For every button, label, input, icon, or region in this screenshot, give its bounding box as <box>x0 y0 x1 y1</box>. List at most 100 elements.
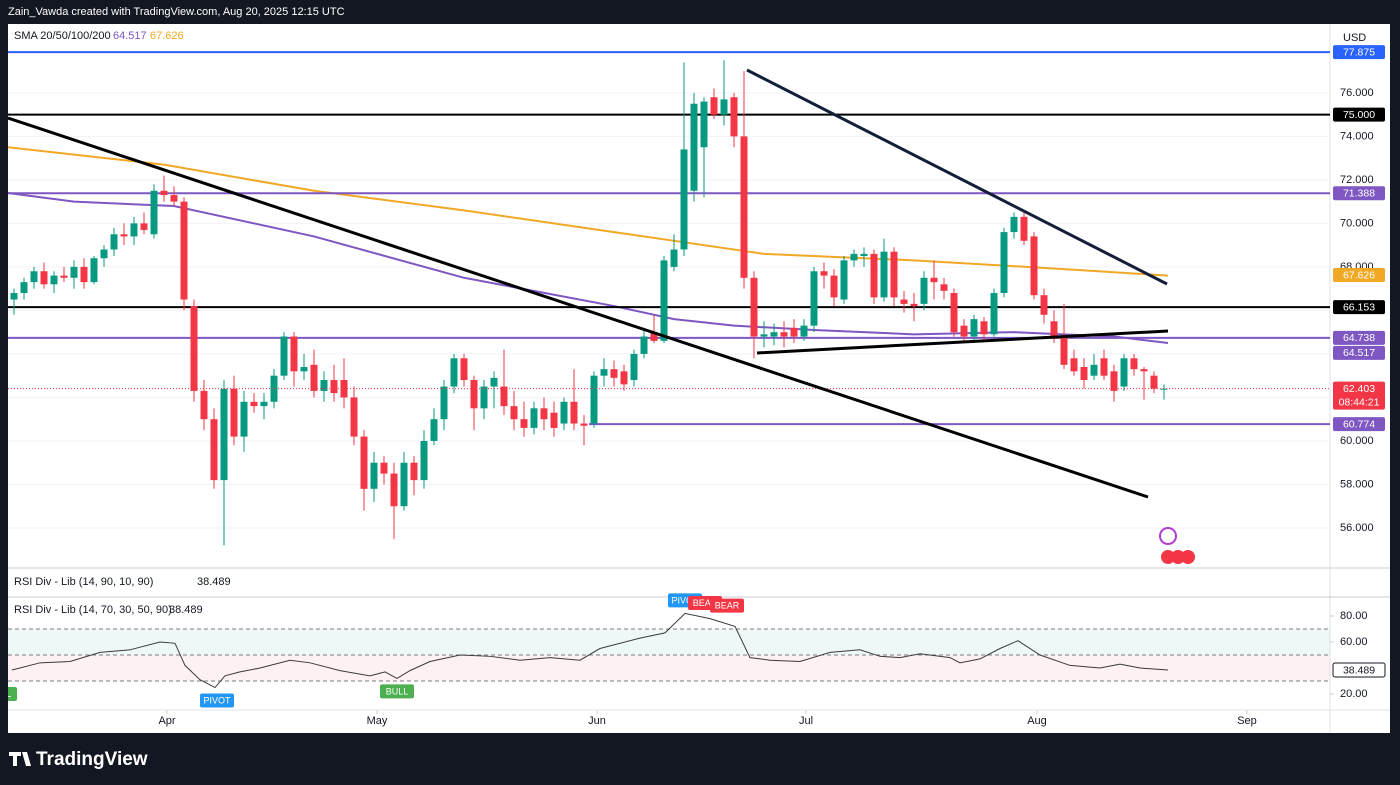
price-badge-text: 67.626 <box>1343 269 1375 281</box>
candle-body <box>490 377 498 387</box>
candle-body <box>150 190 158 235</box>
trendline <box>756 329 1169 355</box>
sma-line <box>8 146 1169 277</box>
trendline <box>746 68 1168 286</box>
candle-body <box>970 319 978 337</box>
candle-body <box>400 462 408 507</box>
candle-body <box>1110 371 1118 391</box>
candle-body <box>320 380 328 391</box>
legend-value: 64.517 <box>113 30 147 42</box>
trendline <box>8 116 1149 499</box>
candle-body <box>870 253 878 298</box>
candle-body <box>310 364 318 391</box>
candle-body <box>700 101 708 148</box>
brand: TradingView <box>36 749 148 770</box>
price-badge-text: 62.403 <box>1343 383 1375 395</box>
candle-body <box>650 332 658 341</box>
candle-body <box>500 386 508 407</box>
rsi-line <box>11 612 1169 689</box>
candle-body <box>60 275 68 278</box>
candle-body <box>550 412 558 428</box>
signal-text: BULL <box>386 686 409 696</box>
candle-body <box>640 336 648 354</box>
zone <box>8 655 1330 682</box>
x-tick-label: Sep <box>1237 715 1257 727</box>
candle-body <box>1100 358 1108 376</box>
y-tick-label: 58.000 <box>1340 478 1374 490</box>
price-badge <box>1333 381 1385 410</box>
candle-body <box>130 223 138 237</box>
legend-label: SMA 20/50/100/200 <box>14 30 111 42</box>
candle-body <box>280 336 288 376</box>
candle-body <box>760 334 768 337</box>
y-tick-label: 60.00 <box>1340 636 1368 648</box>
price-badge-text: 66.153 <box>1343 301 1375 313</box>
candle-body <box>510 406 518 420</box>
candle-body <box>90 258 98 283</box>
candle-body <box>330 380 338 394</box>
indicator-title: RSI Div - Lib (14, 70, 30, 50, 90) <box>14 604 172 616</box>
candle-body <box>430 419 438 441</box>
candle-body <box>540 408 548 420</box>
signal-label <box>8 687 17 702</box>
candle-body <box>530 408 538 428</box>
candle-body <box>790 327 798 337</box>
candle-body <box>110 234 118 250</box>
candle-body <box>440 386 448 420</box>
candle-body <box>1150 375 1158 389</box>
candle-body <box>770 332 778 337</box>
event-flag[interactable] <box>1161 550 1175 564</box>
price-badge <box>1333 345 1385 360</box>
price-badge <box>1333 300 1385 315</box>
candle-body <box>660 260 668 341</box>
candle-body <box>300 366 308 372</box>
candle-body <box>730 97 738 137</box>
candle-body <box>690 103 698 191</box>
price-badge <box>1333 45 1385 60</box>
event-icon[interactable] <box>1159 527 1177 545</box>
candle-body <box>1140 369 1148 372</box>
candle-body <box>240 401 248 437</box>
candle-body <box>740 136 748 278</box>
indicator-title: RSI Div - Lib (14, 90, 10, 90) <box>14 576 153 588</box>
price-badge-text: 71.388 <box>1343 187 1375 199</box>
candle-body <box>1080 366 1088 381</box>
candle-body <box>230 388 238 437</box>
price-badge <box>1333 330 1385 345</box>
candle-body <box>860 253 868 257</box>
event-flag[interactable] <box>1181 550 1195 564</box>
candle-body <box>140 223 148 230</box>
candle-body <box>960 325 968 337</box>
x-tick-label: Jul <box>799 715 813 727</box>
candle-body <box>350 397 358 437</box>
candle-body <box>30 271 38 283</box>
candle-body <box>750 277 758 337</box>
candle-body <box>10 293 18 300</box>
legend-value: 67.626 <box>150 30 184 42</box>
y-tick-label: 56.000 <box>1340 522 1374 534</box>
candle-body <box>20 282 28 294</box>
candle-body <box>80 266 88 283</box>
candle-body <box>780 332 788 337</box>
price-badge-text: 60.774 <box>1343 418 1375 430</box>
candle-body <box>940 284 948 291</box>
candle-body <box>250 401 258 407</box>
candle-body <box>270 375 278 402</box>
candle-body <box>1130 358 1138 370</box>
candle-body <box>380 462 388 474</box>
candle-body <box>40 271 48 285</box>
currency: USD <box>1343 32 1366 44</box>
signal-text: PIVOT <box>671 595 699 605</box>
candle-body <box>810 271 818 326</box>
candle-body <box>200 390 208 420</box>
candle-body <box>910 303 918 307</box>
candle-body <box>890 251 898 298</box>
candle-body <box>620 371 628 385</box>
countdown: 08:44:21 <box>1339 396 1380 408</box>
candle-body <box>980 321 988 335</box>
signal-text: BULL <box>0 689 11 699</box>
event-flag[interactable] <box>1171 550 1185 564</box>
price-badge <box>1332 662 1386 678</box>
